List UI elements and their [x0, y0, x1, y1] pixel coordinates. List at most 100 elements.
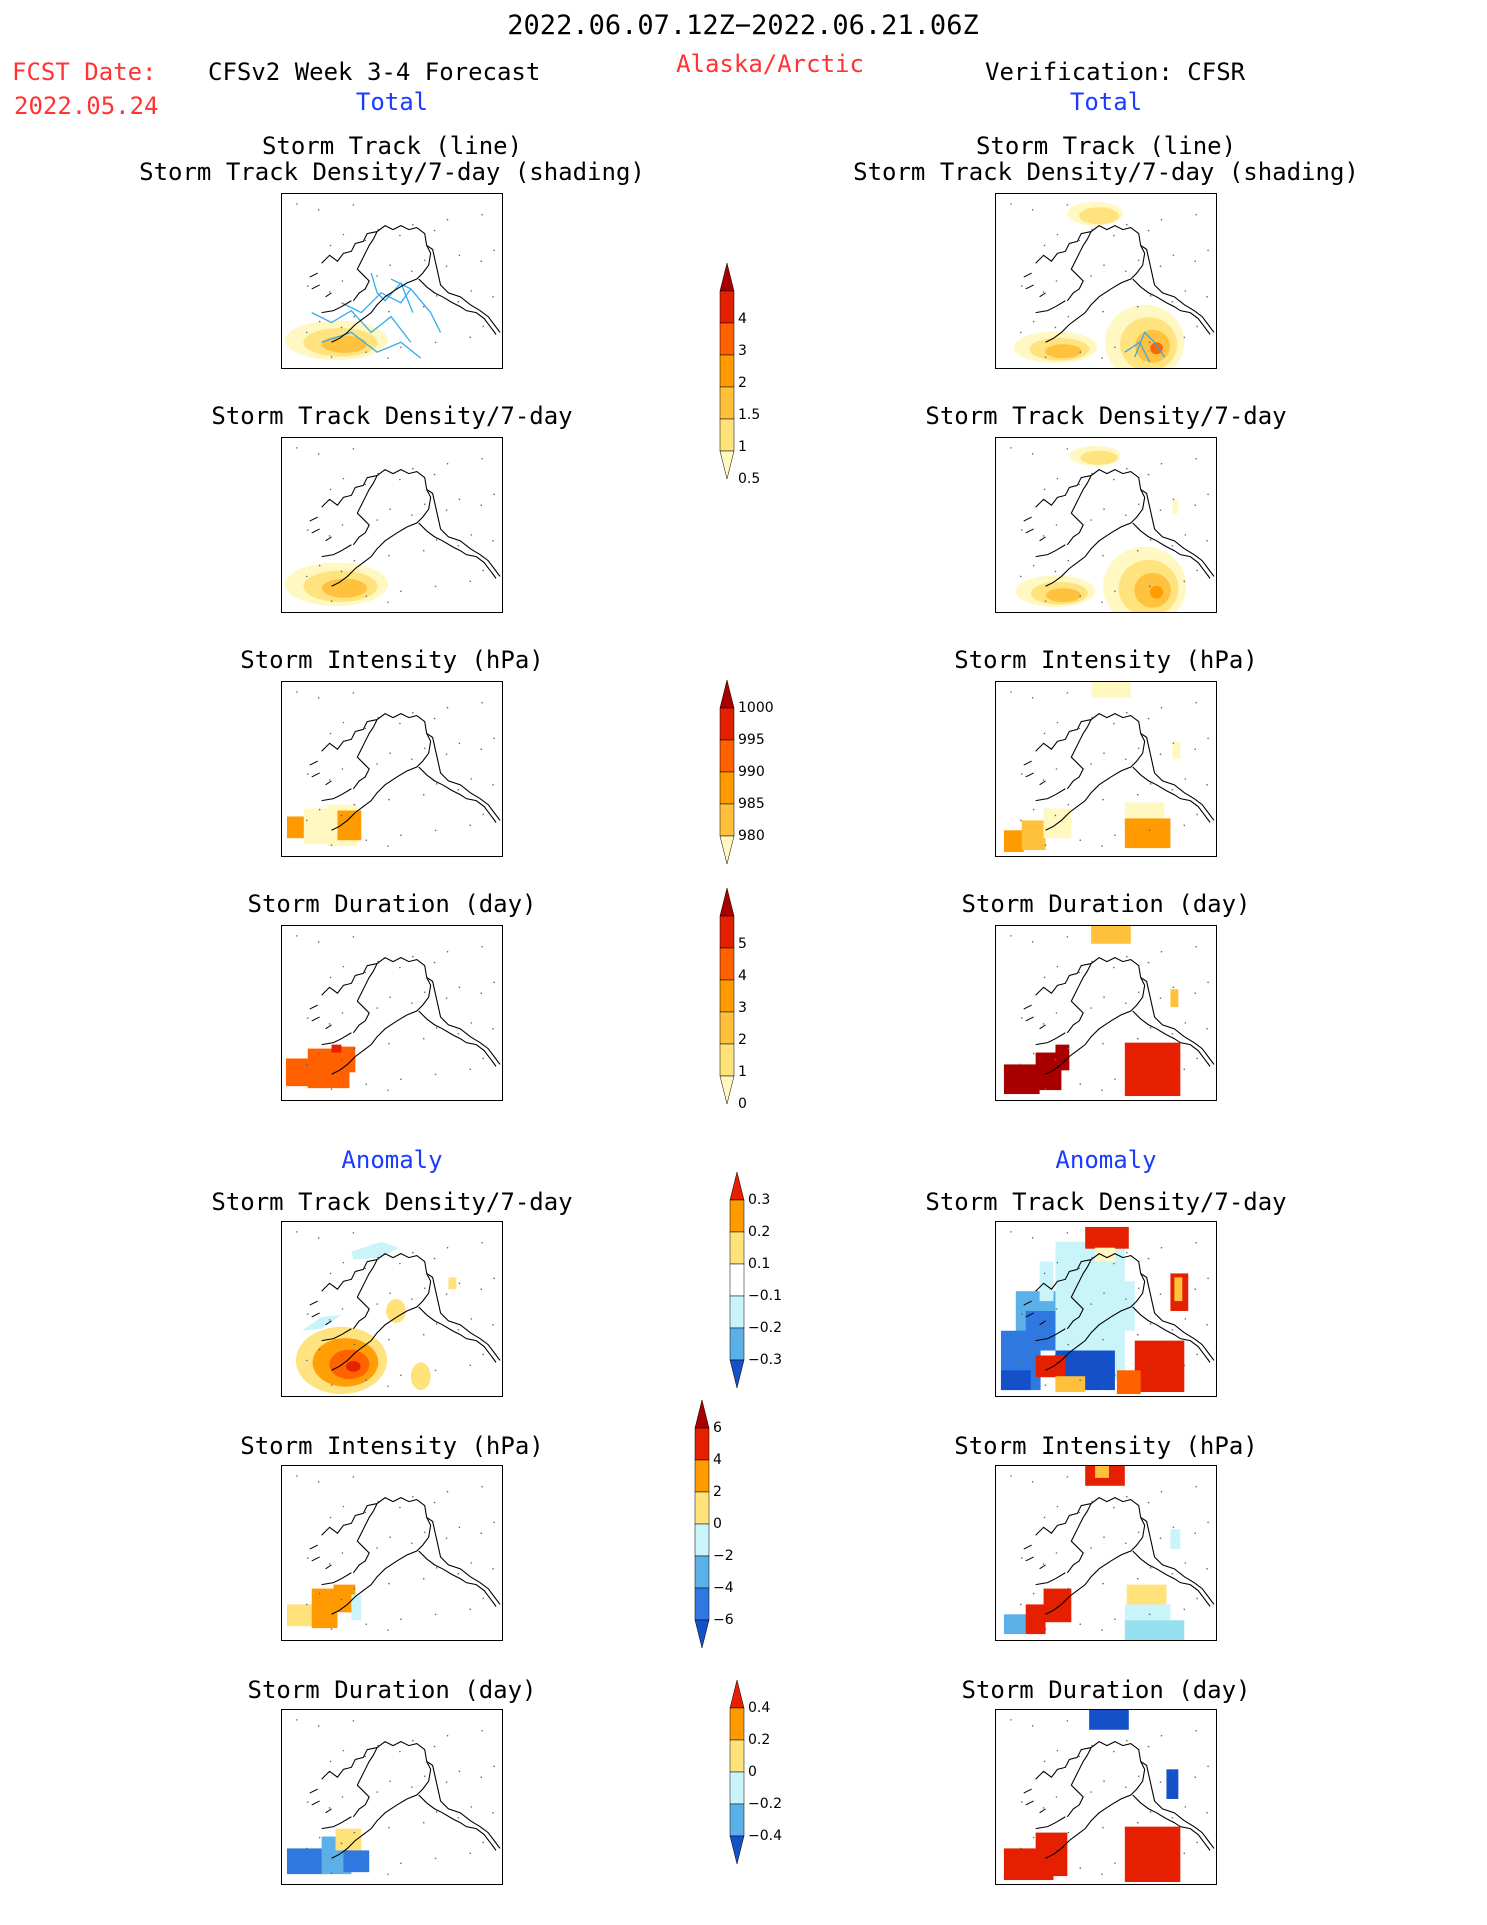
colorbar-svg: 6 4 2 0 −2 −4 −6: [694, 1399, 734, 1649]
colorbar-tick-label: 0.1: [748, 1256, 770, 1272]
coastline: [1035, 956, 1146, 1075]
border-line: [426, 244, 501, 333]
coastline: [1035, 712, 1146, 831]
colorbar-segment: [729, 1707, 745, 1741]
shade-cell: [1124, 1604, 1171, 1621]
shade-cell: [1003, 1064, 1040, 1095]
coastline-south: [418, 766, 497, 823]
shade-cell: [1116, 1370, 1141, 1395]
shade-blob: [346, 1360, 361, 1372]
shade-cell: [311, 1588, 338, 1629]
coastline: [1035, 1740, 1146, 1859]
colorbar-segment: [719, 1011, 735, 1045]
shade-cell: [1174, 1277, 1183, 1302]
colorbar-duration: 5 4 3 2 1 0: [719, 887, 790, 1118]
colorbar-svg: 1000 995 990 985 980: [719, 679, 774, 865]
colorbar-tick-label: 4: [738, 968, 747, 984]
border-line: [426, 488, 501, 577]
shade-cell: [1091, 926, 1131, 944]
shade-cell: [1089, 1710, 1129, 1730]
right-anom-duration-title: Storm Duration (day): [961, 1676, 1251, 1704]
coastline: [321, 1740, 432, 1859]
islands: [1023, 272, 1046, 298]
colorbar-segment: [719, 418, 735, 452]
shade-blob: [1150, 342, 1163, 355]
graticule: [296, 1475, 495, 1631]
map-svg: [286, 1475, 501, 1631]
coastline: [321, 1252, 432, 1371]
map-panel-obs-anom-intensity: [995, 1465, 1217, 1641]
left-density-title: Storm Track Density/7-day: [211, 402, 573, 430]
shade-blob: [386, 1299, 406, 1323]
shade-cell: [1025, 1604, 1046, 1635]
right-density-title: Storm Track Density/7-day: [925, 402, 1287, 430]
colorbar-tick-label: 2: [738, 1032, 747, 1048]
graticule: [296, 203, 495, 359]
left-anom-intensity-title: Storm Intensity (hPa): [240, 1432, 544, 1460]
shade-blob: [321, 335, 368, 353]
colorbar-intensity: 1000 995 990 985 980: [719, 679, 790, 878]
border-line: [1140, 732, 1215, 821]
map-panel-obs-duration: [995, 925, 1217, 1101]
colorbar-segment: [694, 1459, 710, 1493]
shade-blob: [301, 1314, 342, 1331]
shade-blob: [410, 1362, 431, 1391]
colorbar-top-arrow: [719, 679, 735, 709]
shade-cell: [1170, 1529, 1181, 1550]
coastline-south: [418, 522, 497, 579]
shade-cell: [1003, 1614, 1028, 1635]
shade-cell: [448, 1277, 457, 1290]
map-panel-obs-intensity: [995, 681, 1217, 857]
coastline-south: [1132, 278, 1211, 335]
border-line: [1140, 488, 1215, 577]
shade-cell: [1039, 1261, 1054, 1302]
right-anomaly-label: Anomaly: [1055, 1146, 1157, 1174]
colorbar-bottom-arrow: [729, 1835, 745, 1865]
colorbar-top-arrow: [729, 1171, 745, 1201]
storm-track-line: [341, 288, 412, 314]
colorbar-top-arrow: [719, 887, 735, 917]
islands: [309, 272, 332, 298]
shade-cell: [343, 1850, 370, 1873]
shade-cell: [1166, 1769, 1179, 1799]
colorbar-bottom-arrow: [719, 450, 735, 480]
map-svg: [1003, 682, 1215, 853]
colorbar-segment: [729, 1231, 745, 1265]
colorbar-tick-label: 2: [738, 375, 747, 391]
colorbar-tick-label: 990: [738, 764, 765, 780]
colorbar-tick-label: 4: [713, 1452, 722, 1468]
coastline-south: [1132, 1010, 1211, 1067]
storm-track-line: [311, 309, 412, 343]
shade-cell: [337, 810, 362, 841]
shade-cell: [1124, 1042, 1181, 1097]
colorbar-segment: [694, 1555, 710, 1589]
shade-cell: [331, 1044, 342, 1053]
colorbar-tick-label: 0: [748, 1764, 757, 1780]
colorbar-tick-label: 1000: [738, 700, 774, 716]
colorbar-tick-label: 3: [738, 1000, 747, 1016]
graticule: [296, 1719, 495, 1875]
colorbar-tick-label: 6: [713, 1420, 722, 1436]
shade-cell: [1095, 1466, 1109, 1478]
colorbar-tick-label: −0.1: [748, 1288, 782, 1304]
shade-cell: [1055, 1376, 1086, 1393]
map-panel-obs-anom-duration: [995, 1709, 1217, 1885]
shade-cell: [1035, 1832, 1068, 1877]
shade-cell: [1035, 1355, 1066, 1378]
border-line: [1140, 1516, 1215, 1605]
shade-blob: [1045, 588, 1081, 603]
colorbar-segment: [729, 1771, 745, 1805]
coastline: [1035, 224, 1146, 343]
shade-cell: [285, 1058, 312, 1087]
colorbar-segment: [719, 947, 735, 981]
colorbar-bottom-arrow: [719, 1075, 735, 1105]
islands: [309, 1300, 332, 1326]
islands: [309, 1788, 332, 1814]
colorbar-tick-label: 0.4: [748, 1700, 770, 1716]
left-track-line-title: Storm Track (line): [261, 132, 523, 160]
coastline-south: [1132, 1794, 1211, 1851]
colorbar-segment: [719, 290, 735, 324]
map-panel-fcst-anom-density: [281, 1221, 503, 1397]
islands: [1023, 1300, 1046, 1326]
graticule: [1010, 447, 1209, 603]
